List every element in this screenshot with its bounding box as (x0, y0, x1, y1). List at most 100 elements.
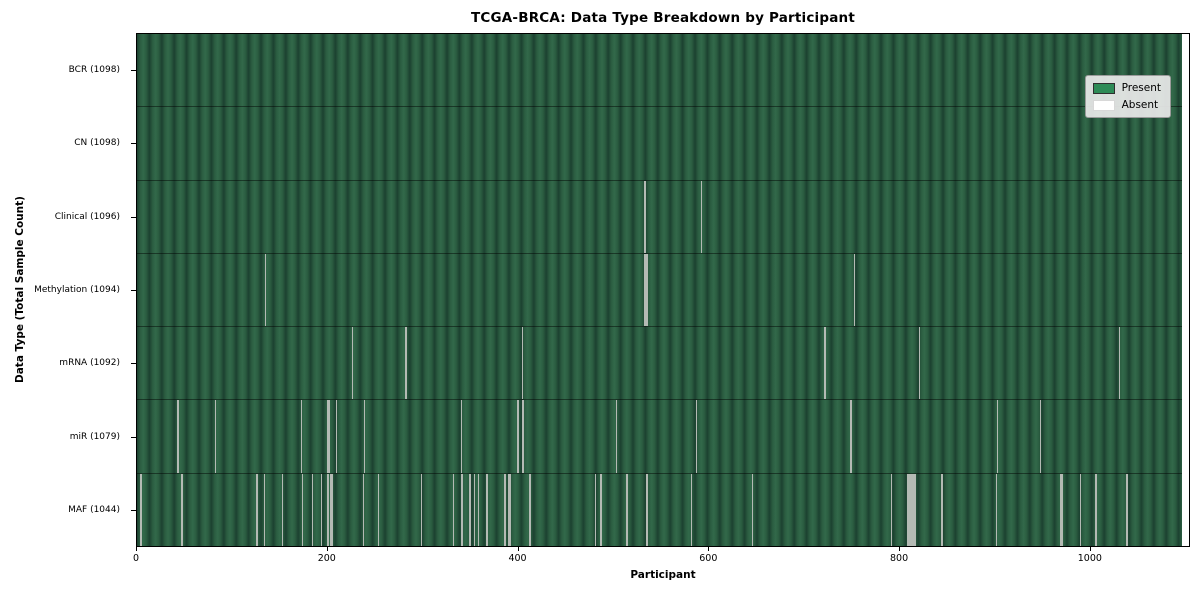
x-tick-mark (136, 547, 137, 551)
absent-gap (1061, 473, 1063, 546)
absent-gap (918, 327, 920, 400)
absent-gap (691, 473, 693, 546)
y-tick-labels: BCR (1098) CN (1098) Clinical (1096) Methyl… (0, 33, 128, 547)
absent-gap (644, 180, 646, 253)
row-mrna (137, 327, 1189, 401)
x-tick-mark (899, 547, 901, 551)
row-bcr (137, 34, 1189, 108)
absent-gap (521, 400, 523, 473)
absent-gap (312, 473, 314, 546)
x-axis-label: Participant (630, 569, 696, 581)
absent-gap (752, 473, 754, 546)
absent-gap (263, 473, 265, 546)
x-tick-label: 0 (132, 553, 140, 564)
absent-gap (301, 473, 303, 546)
y-tick-label: BCR (1098) (68, 64, 120, 75)
absent-gap (363, 400, 365, 473)
row-mir (137, 400, 1189, 474)
y-tick-label: Methylation (1094) (34, 284, 120, 295)
absent-gap (851, 400, 853, 473)
absent-gap (907, 473, 909, 546)
absent-gap (377, 473, 380, 546)
absent-gap (594, 473, 597, 546)
absent-gap (264, 253, 266, 327)
rows-container (137, 34, 1189, 546)
absent-gap (1039, 400, 1041, 473)
legend-item-absent: Absent (1092, 99, 1161, 111)
absent-gap (460, 400, 462, 473)
absent-gap (1118, 327, 1120, 400)
absent-gap (529, 473, 531, 546)
x-tick-mark (517, 547, 519, 551)
absent-gap (1079, 473, 1081, 546)
absent-gap (908, 473, 910, 546)
absent-gap (910, 473, 912, 546)
absent-gap (477, 473, 480, 546)
absent-gap (215, 400, 217, 473)
x-tick-mark (326, 547, 328, 551)
absent-gap (405, 327, 407, 400)
absent-gap (644, 253, 646, 327)
y-tick-label: miR (1079) (69, 431, 120, 442)
absent-gap (140, 473, 143, 546)
x-tick-label: 1000 (1077, 553, 1102, 564)
absent-gap (850, 400, 852, 473)
absent-gap (327, 473, 329, 546)
absent-gap (1094, 473, 1097, 546)
absent-gap (420, 473, 422, 546)
absent-gap (1126, 473, 1128, 546)
absent-gap (853, 253, 856, 327)
absent-gap (327, 400, 329, 473)
absent-gap (331, 473, 333, 546)
chart-title: TCGA-BRCA: Data Type Breakdown by Partic… (470, 10, 856, 26)
absent-gap (600, 473, 602, 546)
absent-gap (700, 180, 702, 253)
absent-gap (474, 473, 476, 546)
absent-gap (517, 400, 520, 473)
absent-gap (328, 400, 330, 473)
absent-gap (824, 327, 826, 400)
absent-gap (281, 473, 283, 546)
absent-gap (995, 473, 998, 546)
absent-gap (180, 473, 183, 546)
absent-gap (300, 400, 303, 473)
absent-gap (1127, 473, 1129, 546)
absent-gap (453, 473, 455, 546)
absent-gap (320, 473, 323, 546)
absent-gap (1060, 473, 1062, 546)
x-tick-label: 200 (317, 553, 336, 564)
y-tick-label: MAF (1044) (68, 505, 120, 516)
row-maf (137, 473, 1189, 546)
absent-gap (176, 400, 179, 473)
absent-gap (508, 473, 510, 546)
y-tick-mark (131, 510, 136, 512)
y-tick-mark (131, 363, 136, 365)
plot-area: Present Absent (136, 33, 1190, 547)
absent-gap (615, 400, 618, 473)
x-tick-label: 800 (889, 553, 909, 564)
y-tick-label: CN (1098) (74, 138, 120, 149)
absent-gap (181, 473, 184, 546)
y-tick-label: Clinical (1096) (54, 211, 120, 222)
absent-gap (521, 327, 523, 400)
absent-gap (646, 473, 648, 546)
absent-gap (335, 400, 338, 473)
y-tick-mark (131, 436, 136, 438)
absent-gap (461, 473, 463, 546)
absent-gap (941, 473, 943, 546)
absent-gap (522, 400, 524, 473)
present-swatch-icon (1092, 82, 1115, 94)
y-tick-mark (131, 69, 136, 71)
y-tick-mark (131, 290, 136, 291)
legend-label-absent: Absent (1121, 99, 1159, 111)
absent-gap (909, 473, 911, 546)
absent-gap (891, 473, 893, 546)
row-cn (137, 107, 1189, 181)
y-tick-label: mRNA (1092) (59, 358, 120, 369)
absent-gap (177, 400, 180, 473)
absent-gap (330, 473, 332, 546)
absent-swatch-icon (1092, 99, 1115, 111)
absent-gap (695, 400, 698, 473)
row-methylation (137, 253, 1189, 328)
